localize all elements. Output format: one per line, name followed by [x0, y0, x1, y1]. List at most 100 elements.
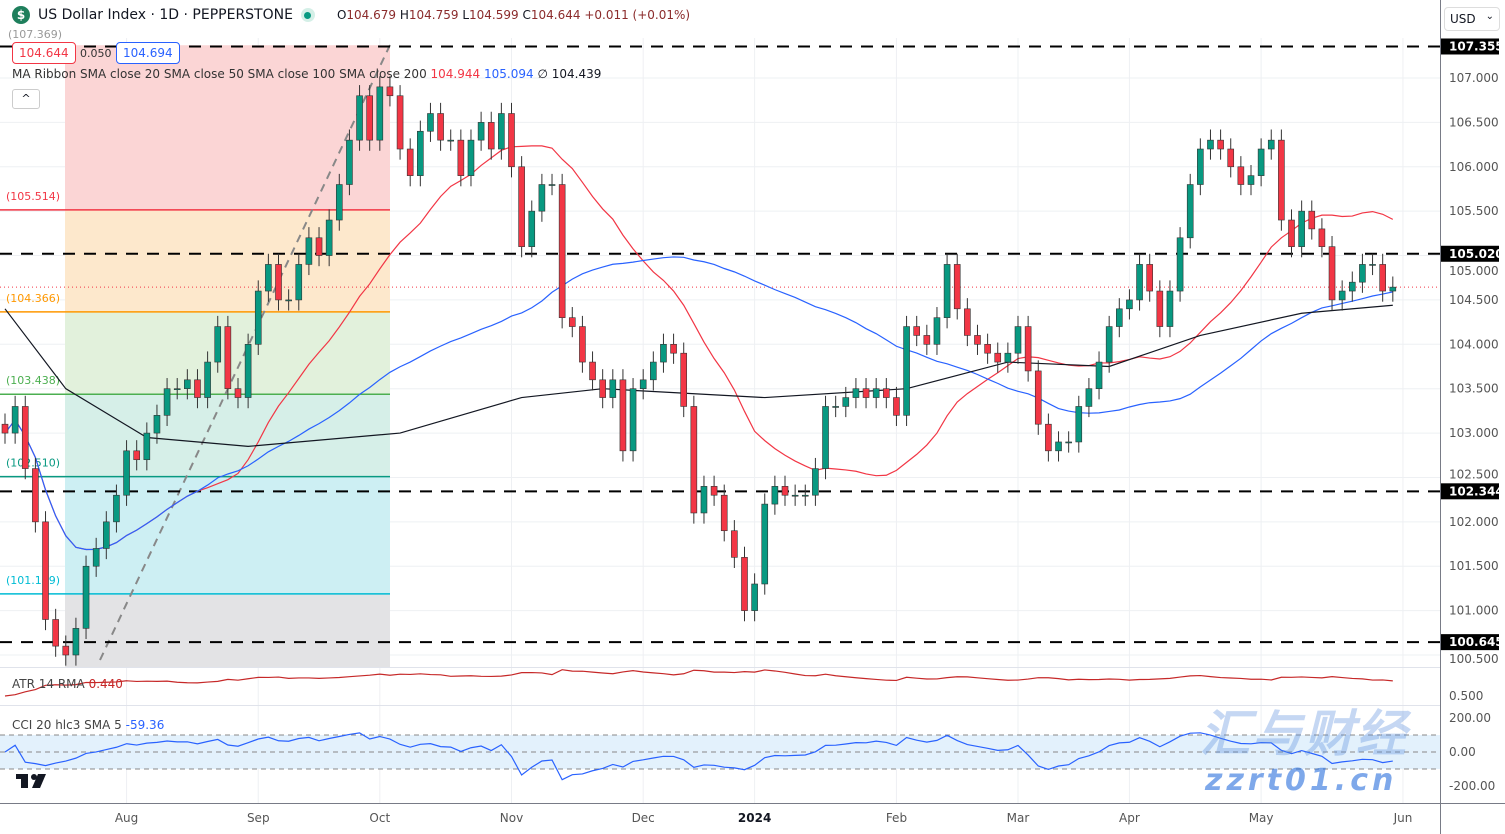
- candle-body: [710, 486, 718, 496]
- candle-body: [1176, 237, 1184, 292]
- fib-level-label: (103.438): [6, 374, 60, 387]
- candle-body: [1308, 210, 1316, 230]
- candle: [862, 378, 870, 409]
- candle-body: [1095, 361, 1103, 389]
- currency-select[interactable]: USD ⌄: [1444, 7, 1500, 31]
- candle: [1045, 413, 1052, 462]
- candle: [1359, 253, 1366, 293]
- time-tick-label: Apr: [1119, 811, 1140, 825]
- candle-body: [933, 317, 941, 345]
- candle-body: [1207, 139, 1214, 150]
- price-tick-label: 105.000: [1449, 264, 1499, 278]
- candle: [1318, 218, 1326, 258]
- cci-tick-label: -200.00: [1449, 779, 1495, 793]
- candle-body: [1166, 290, 1174, 327]
- time-tick-label: Oct: [369, 811, 390, 825]
- candle: [538, 173, 546, 222]
- fib-zone: [65, 593, 390, 667]
- candle-body: [305, 237, 313, 265]
- candle-body: [974, 335, 981, 345]
- candle-body: [1227, 148, 1235, 168]
- candle: [1024, 315, 1032, 382]
- candle: [325, 209, 333, 267]
- candle-body: [204, 361, 211, 398]
- candle-body: [42, 521, 49, 620]
- candle-body: [508, 113, 515, 168]
- candle: [467, 129, 475, 187]
- candle-body: [376, 86, 384, 141]
- candle-body: [234, 388, 242, 398]
- price-level-tag: [1441, 38, 1499, 55]
- watermark-logo: 汇与财经: [1200, 705, 1408, 763]
- sma50-line: [4, 256, 1393, 551]
- symbol-title[interactable]: US Dollar Index · 1D · PEPPERSTONE: [38, 7, 293, 23]
- candle: [964, 298, 971, 347]
- candle-body: [1217, 139, 1224, 150]
- candle: [1298, 200, 1305, 258]
- time-tick-label: Nov: [500, 811, 523, 825]
- candle-body: [1136, 264, 1143, 301]
- candle-body: [1328, 246, 1336, 301]
- candle: [528, 200, 536, 258]
- candle: [1267, 129, 1275, 160]
- candle-body: [1298, 210, 1305, 247]
- candle: [42, 511, 49, 631]
- candle-body: [32, 468, 39, 523]
- price-tick-label: 103.000: [1449, 426, 1499, 440]
- candle: [427, 102, 434, 142]
- candle-body: [1045, 423, 1052, 452]
- fib-zone: [65, 476, 390, 594]
- candle: [1004, 342, 1012, 373]
- candle-body: [194, 379, 201, 398]
- ma-ribbon-label: MA Ribbon SMA close 20 SMA close 50 SMA …: [12, 67, 427, 81]
- candle: [32, 457, 39, 533]
- price-level-label: 102.344: [1449, 484, 1504, 498]
- price-tick-label: 105.500: [1449, 204, 1499, 218]
- candle-body: [994, 352, 1002, 363]
- candle-body: [660, 344, 667, 363]
- candle-body: [346, 139, 353, 185]
- close-label: C: [522, 8, 531, 22]
- candle: [477, 111, 485, 151]
- price-level-label: 107.355: [1449, 39, 1504, 53]
- collapse-legend-button[interactable]: ^: [12, 89, 40, 109]
- candle: [609, 369, 617, 409]
- candle: [1065, 431, 1072, 453]
- candle: [639, 369, 647, 400]
- candle: [305, 227, 313, 276]
- candle: [1288, 209, 1295, 258]
- candle: [508, 102, 515, 178]
- pane-divider: [0, 705, 1440, 706]
- measure-right-value[interactable]: 104.694: [116, 42, 180, 64]
- candle: [1156, 280, 1164, 338]
- candle-body: [832, 406, 839, 408]
- candle: [1207, 129, 1214, 160]
- candle: [214, 315, 222, 373]
- candle-body: [629, 388, 637, 452]
- ma-ribbon-legend[interactable]: MA Ribbon SMA close 20 SMA close 50 SMA …: [12, 67, 601, 81]
- candle: [771, 475, 779, 515]
- candle-body: [52, 619, 59, 647]
- candle: [1166, 280, 1174, 338]
- candle: [295, 253, 303, 311]
- candle-body: [275, 264, 282, 301]
- candle: [1085, 378, 1093, 418]
- candle-body: [599, 379, 606, 398]
- candle: [275, 253, 282, 311]
- candle: [558, 173, 566, 329]
- candle-body: [437, 113, 444, 141]
- sma20-value: 104.944: [430, 67, 481, 81]
- tradingview-logo-part: [21, 774, 28, 788]
- candle: [781, 475, 789, 506]
- candle-body: [1318, 228, 1326, 247]
- time-tick-label: 2024: [738, 811, 771, 825]
- candle-body: [285, 299, 292, 302]
- measure-left-value[interactable]: 104.644: [12, 42, 76, 64]
- candle: [832, 395, 839, 418]
- candle: [335, 173, 343, 231]
- candle-body: [1004, 352, 1012, 363]
- candle: [1348, 271, 1356, 302]
- time-tick-label: Jun: [1393, 811, 1413, 825]
- candle-body: [731, 530, 738, 558]
